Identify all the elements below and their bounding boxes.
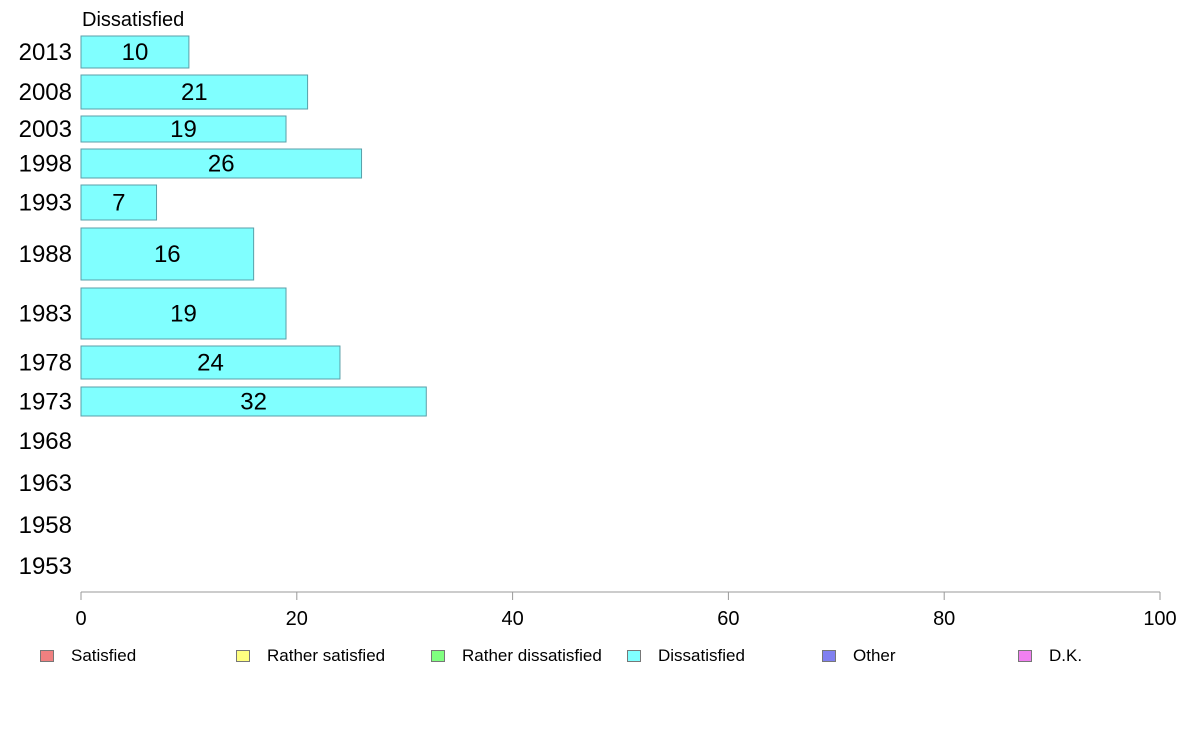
bar-value-label: 7 xyxy=(112,190,125,217)
y-tick-label: 1953 xyxy=(19,553,72,580)
legend-item-satisfied: Satisfied xyxy=(40,646,136,666)
legend-swatch-other xyxy=(822,650,836,662)
legend-swatch-dissatisfied xyxy=(627,650,641,662)
bar-value-label: 26 xyxy=(208,151,235,178)
legend-label-dk: D.K. xyxy=(1049,646,1083,665)
legend-swatch-dk xyxy=(1018,650,1032,662)
legend-swatch-rather-dissatisfied xyxy=(431,650,445,662)
bar xyxy=(80,35,190,69)
legend-swatch-rather-satisfied xyxy=(236,650,250,662)
x-tick-label: 20 xyxy=(286,608,308,630)
bar xyxy=(80,287,287,340)
y-tick-label: 1963 xyxy=(19,470,72,497)
y-tick-label: 1968 xyxy=(19,428,72,455)
legend-label-rather-dissatisfied: Rather dissatisfied xyxy=(462,646,602,665)
y-tick-label: 1983 xyxy=(19,301,72,328)
x-tick-label: 60 xyxy=(717,608,739,630)
legend-label-dissatisfied: Dissatisfied xyxy=(658,646,745,665)
bar xyxy=(80,386,427,417)
y-tick-label: 1998 xyxy=(19,151,72,178)
bar-value-label: 10 xyxy=(122,39,149,66)
bar xyxy=(80,74,309,110)
legend-item-other: Other xyxy=(822,646,896,666)
bar xyxy=(80,227,255,281)
x-tick-label: 80 xyxy=(933,608,955,630)
bar-value-label: 32 xyxy=(240,389,267,416)
bar xyxy=(80,148,363,179)
y-tick-label: 1958 xyxy=(19,512,72,539)
bar-value-label: 19 xyxy=(170,301,197,328)
y-tick-label: 1973 xyxy=(19,389,72,416)
legend-item-rather-dissatisfied: Rather dissatisfied xyxy=(431,646,602,666)
y-tick-label: 1993 xyxy=(19,190,72,217)
chart-title: Dissatisfied xyxy=(82,9,184,31)
legend-label-other: Other xyxy=(853,646,896,665)
x-tick-label: 100 xyxy=(1143,608,1176,630)
bar-value-label: 24 xyxy=(197,350,224,377)
legend-label-rather-satisfied: Rather satisfied xyxy=(267,646,386,665)
legend-item-rather-satisfied: Rather satisfied xyxy=(236,646,385,666)
y-tick-label: 1988 xyxy=(19,241,72,268)
legend-swatch-satisfied xyxy=(40,650,54,662)
y-tick-label: 2003 xyxy=(19,116,72,143)
legend: Satisfied Rather satisfied Rather dissat… xyxy=(0,646,1188,670)
y-tick-label: 2008 xyxy=(19,79,72,106)
legend-item-dissatisfied: Dissatisfied xyxy=(627,646,745,666)
y-tick-label: 2013 xyxy=(19,39,72,66)
bar-value-label: 16 xyxy=(154,241,181,268)
y-tick-label: 1978 xyxy=(19,350,72,377)
bar xyxy=(80,115,287,143)
bar-value-label: 21 xyxy=(181,79,208,106)
x-tick-label: 40 xyxy=(501,608,523,630)
legend-label-satisfied: Satisfied xyxy=(71,646,137,665)
bar-value-label: 19 xyxy=(170,116,197,143)
legend-item-dk: D.K. xyxy=(1018,646,1082,666)
x-tick-label: 0 xyxy=(75,608,86,630)
bar xyxy=(80,184,158,221)
bar xyxy=(80,345,341,380)
